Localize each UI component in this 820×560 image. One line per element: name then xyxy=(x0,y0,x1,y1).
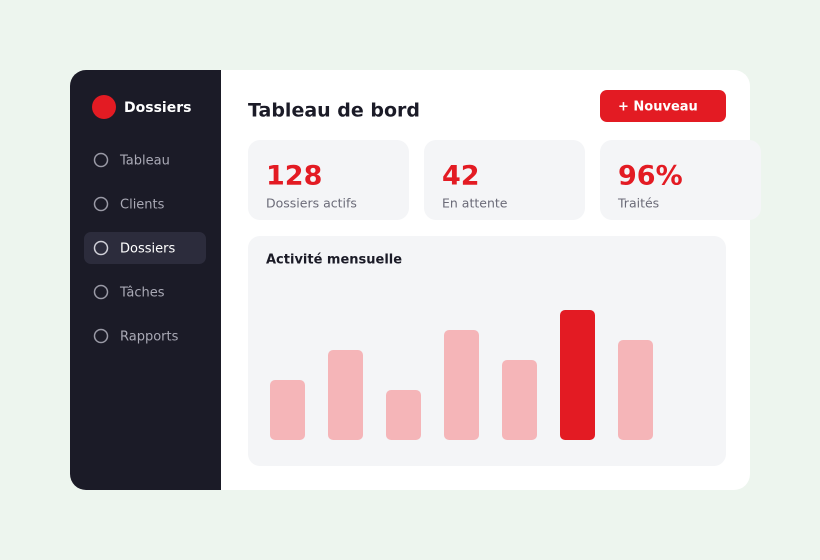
nav-item[interactable]: Dossiers xyxy=(120,242,175,257)
nav-active-bg xyxy=(84,232,206,264)
bar xyxy=(618,340,653,440)
new-button-label[interactable]: + Nouveau xyxy=(618,100,698,115)
bars xyxy=(270,310,653,440)
logo xyxy=(92,95,116,119)
stats: 128 Dossiers actifs 42 En attente 96% Traités xyxy=(248,140,761,220)
nav-icon xyxy=(93,328,109,344)
stat-label: En attente xyxy=(442,196,508,211)
bar xyxy=(444,330,479,440)
stat-value: 96% xyxy=(618,161,683,192)
page-title: Tableau de bord xyxy=(248,100,420,122)
nav-item[interactable]: Tableau xyxy=(119,154,170,169)
stat-label: Dossiers actifs xyxy=(266,196,357,211)
stat-card xyxy=(600,140,761,220)
nav-icon xyxy=(93,196,109,212)
stat-value: 42 xyxy=(442,161,480,192)
nav-icon xyxy=(93,284,109,300)
stat-label: Traités xyxy=(617,196,659,211)
bar xyxy=(502,360,537,440)
new-button[interactable] xyxy=(600,90,726,122)
nav-item[interactable]: Tâches xyxy=(119,286,165,301)
nav-item[interactable]: Rapports xyxy=(120,330,179,345)
bar xyxy=(560,310,595,440)
stat-value: 128 xyxy=(266,161,322,192)
nav-item[interactable]: Clients xyxy=(120,198,165,213)
nav-icon xyxy=(93,152,109,168)
nav-icon xyxy=(93,240,109,256)
stat-card xyxy=(248,140,409,220)
brand: Dossiers xyxy=(124,100,191,116)
bar xyxy=(386,390,421,440)
chart-title: Activité mensuelle xyxy=(266,253,402,268)
nav: Tableau Clients Dossiers Tâches Rapports xyxy=(84,152,206,345)
stat-card xyxy=(424,140,585,220)
bar xyxy=(270,380,305,440)
chart-panel xyxy=(248,236,726,466)
bar xyxy=(328,350,363,440)
sidebar xyxy=(70,70,221,490)
